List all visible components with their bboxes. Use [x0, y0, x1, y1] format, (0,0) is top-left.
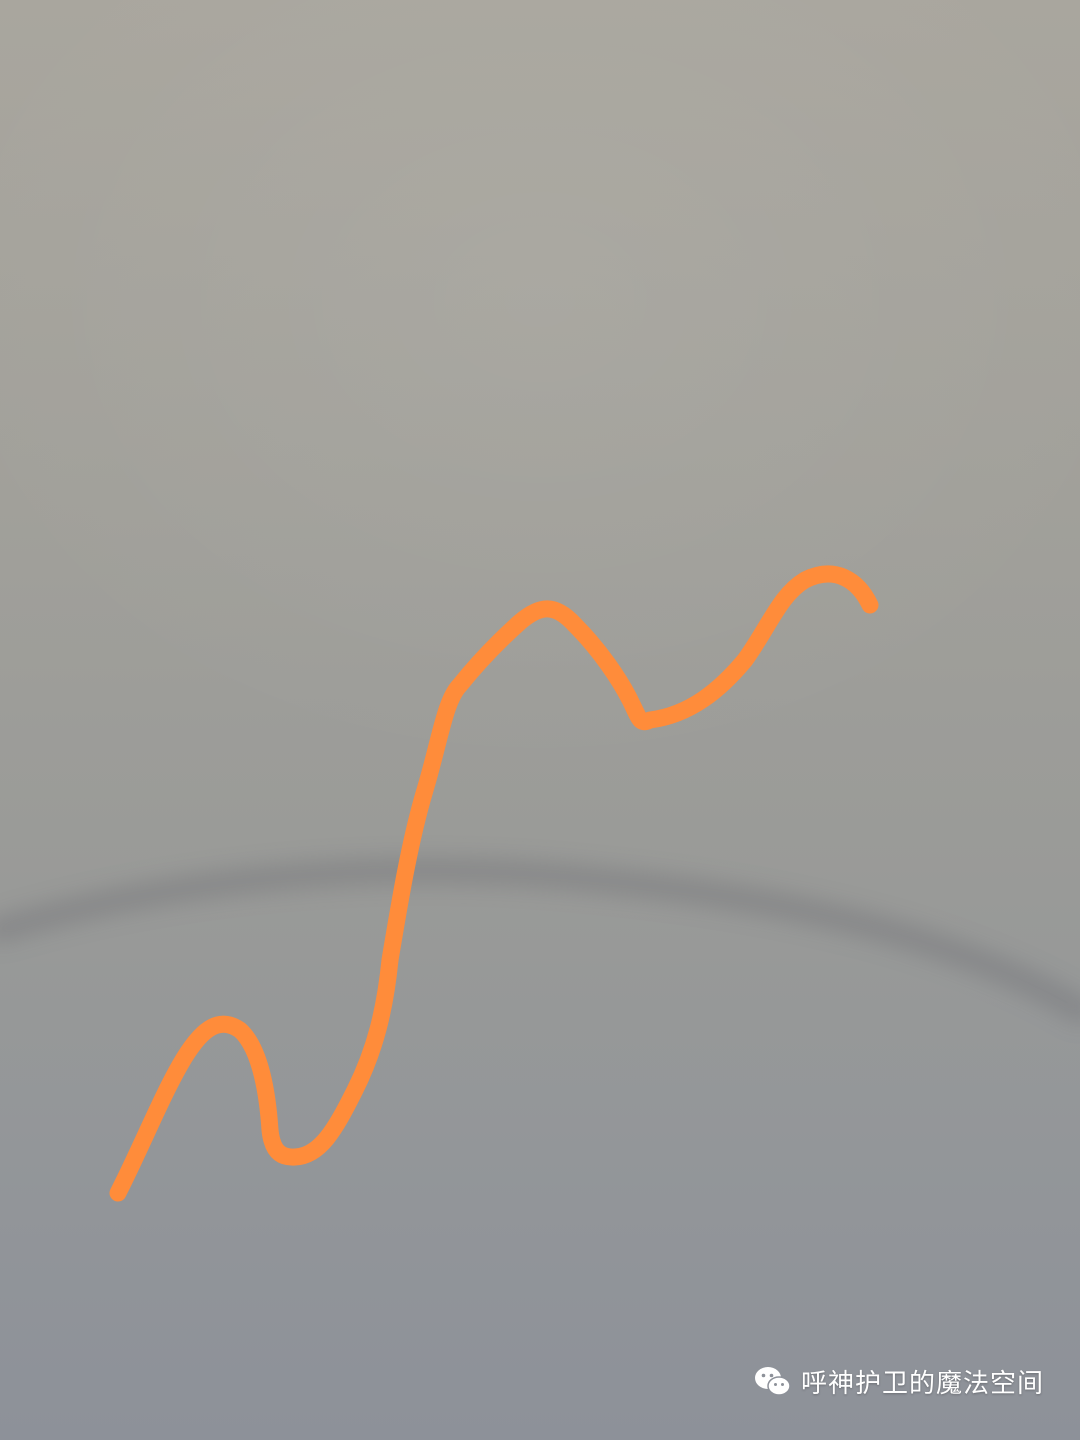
watermark: 呼神护卫的魔法空间 — [753, 1363, 1044, 1400]
orange-squiggle-line — [109, 565, 879, 1202]
watermark-text: 呼神护卫的魔法空间 — [800, 1369, 1044, 1399]
wechat-icon — [754, 1366, 791, 1396]
